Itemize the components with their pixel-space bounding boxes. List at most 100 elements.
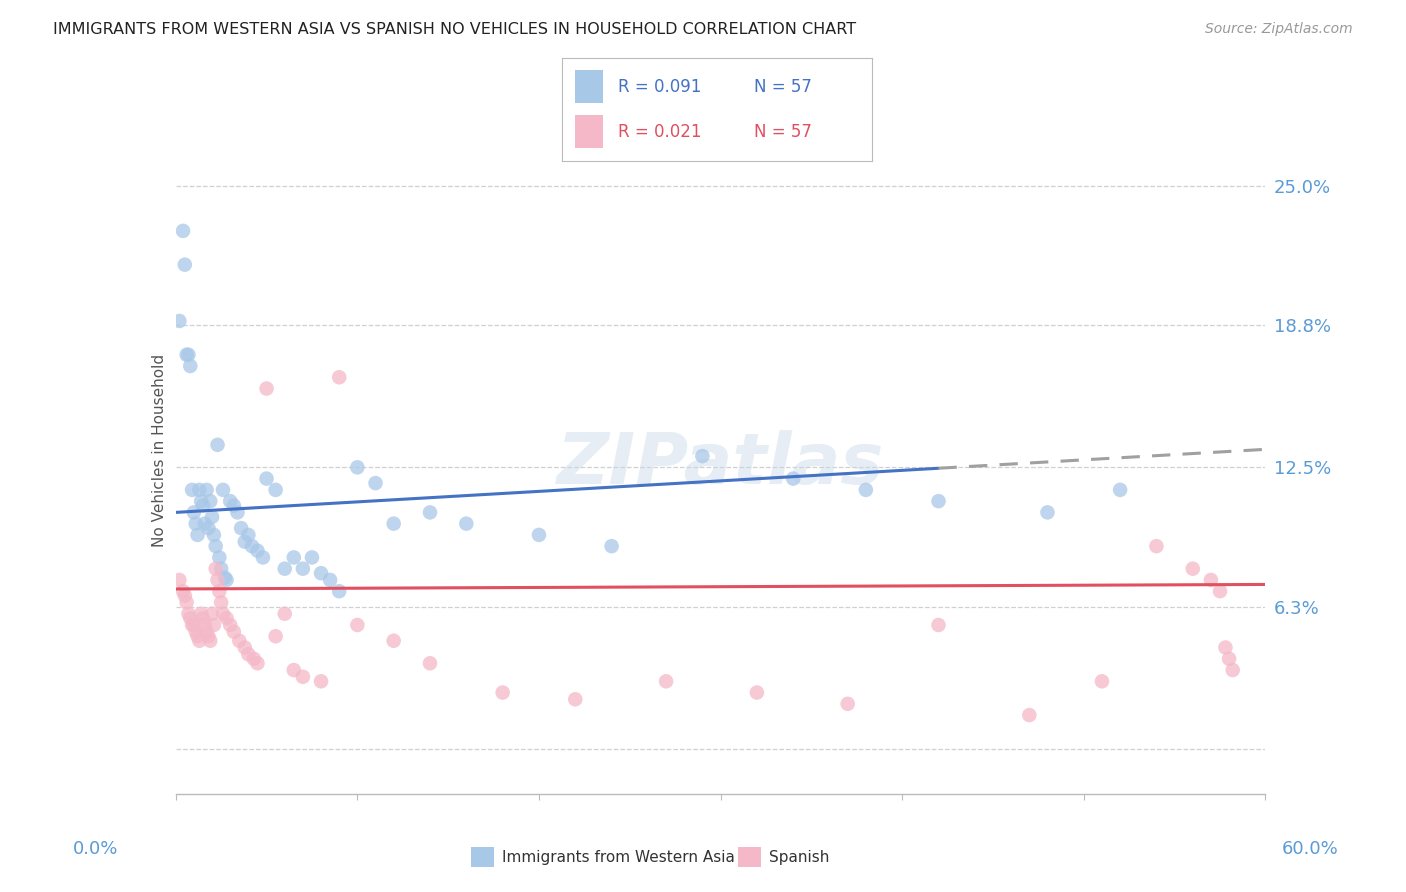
- Point: [301, 550, 323, 565]
- Point: [194, 516, 217, 531]
- Point: [186, 528, 209, 542]
- Point: [169, 573, 191, 587]
- Point: [419, 657, 441, 671]
- Point: [181, 483, 204, 497]
- Point: [692, 449, 714, 463]
- Text: Immigrants from Western Asia: Immigrants from Western Asia: [502, 850, 735, 864]
- Point: [231, 521, 253, 535]
- Point: [172, 584, 194, 599]
- Point: [1109, 483, 1132, 497]
- Point: [492, 685, 515, 699]
- Point: [207, 573, 229, 587]
- Point: [172, 224, 194, 238]
- Point: [197, 521, 219, 535]
- Point: [364, 476, 387, 491]
- Point: [256, 382, 278, 396]
- Text: 60.0%: 60.0%: [1282, 840, 1339, 858]
- Point: [1209, 584, 1232, 599]
- Point: [1199, 573, 1222, 587]
- Point: [264, 483, 287, 497]
- Point: [183, 505, 205, 519]
- Point: [207, 438, 229, 452]
- Point: [382, 633, 405, 648]
- Point: [212, 483, 235, 497]
- Point: [283, 663, 305, 677]
- Point: [837, 697, 859, 711]
- Text: Source: ZipAtlas.com: Source: ZipAtlas.com: [1205, 22, 1353, 37]
- Point: [222, 624, 245, 639]
- Point: [238, 647, 260, 661]
- Point: [252, 550, 274, 565]
- Point: [655, 674, 678, 689]
- Point: [169, 314, 191, 328]
- Point: [1146, 539, 1168, 553]
- Point: [309, 566, 332, 581]
- Point: [283, 550, 305, 565]
- Point: [1215, 640, 1237, 655]
- Point: [228, 633, 250, 648]
- Point: [328, 584, 350, 599]
- Point: [190, 607, 212, 621]
- Point: [928, 494, 950, 508]
- Point: [456, 516, 478, 531]
- Point: [204, 539, 226, 553]
- Point: [855, 483, 877, 497]
- Text: 0.0%: 0.0%: [73, 840, 118, 858]
- Point: [214, 571, 236, 585]
- Point: [173, 589, 195, 603]
- Point: [177, 348, 200, 362]
- Point: [1218, 652, 1240, 666]
- Point: [177, 607, 200, 621]
- Point: [209, 562, 232, 576]
- Point: [204, 562, 226, 576]
- Point: [382, 516, 405, 531]
- Point: [202, 618, 225, 632]
- Point: [188, 483, 211, 497]
- Point: [181, 618, 204, 632]
- Point: [195, 624, 218, 639]
- Point: [246, 657, 269, 671]
- Point: [186, 629, 209, 643]
- Point: [191, 611, 214, 625]
- Point: [190, 494, 212, 508]
- Point: [200, 633, 222, 648]
- Point: [179, 359, 201, 373]
- Point: [208, 584, 231, 599]
- Point: [233, 640, 256, 655]
- Point: [1091, 674, 1114, 689]
- Text: IMMIGRANTS FROM WESTERN ASIA VS SPANISH NO VEHICLES IN HOUSEHOLD CORRELATION CHA: IMMIGRANTS FROM WESTERN ASIA VS SPANISH …: [53, 22, 856, 37]
- Point: [197, 629, 219, 643]
- Point: [202, 528, 225, 542]
- Point: [243, 652, 266, 666]
- Text: ZIPatlas: ZIPatlas: [557, 430, 884, 499]
- Point: [246, 543, 269, 558]
- Point: [219, 494, 242, 508]
- FancyBboxPatch shape: [575, 70, 603, 103]
- Point: [233, 534, 256, 549]
- Point: [188, 633, 211, 648]
- Point: [600, 539, 623, 553]
- Point: [226, 505, 249, 519]
- Point: [195, 483, 218, 497]
- Point: [1036, 505, 1059, 519]
- Text: Spanish: Spanish: [769, 850, 830, 864]
- Text: N = 57: N = 57: [754, 78, 813, 95]
- FancyBboxPatch shape: [575, 115, 603, 148]
- Point: [319, 573, 342, 587]
- Y-axis label: No Vehicles in Household: No Vehicles in Household: [152, 354, 167, 547]
- Point: [527, 528, 550, 542]
- Point: [274, 607, 297, 621]
- Point: [212, 607, 235, 621]
- Point: [782, 472, 804, 486]
- Point: [173, 258, 195, 272]
- Point: [191, 499, 214, 513]
- Point: [209, 595, 232, 609]
- Point: [745, 685, 768, 699]
- Point: [222, 499, 245, 513]
- Point: [346, 460, 368, 475]
- Point: [1181, 562, 1204, 576]
- Point: [208, 550, 231, 565]
- Point: [183, 618, 205, 632]
- Point: [215, 611, 238, 625]
- Point: [346, 618, 368, 632]
